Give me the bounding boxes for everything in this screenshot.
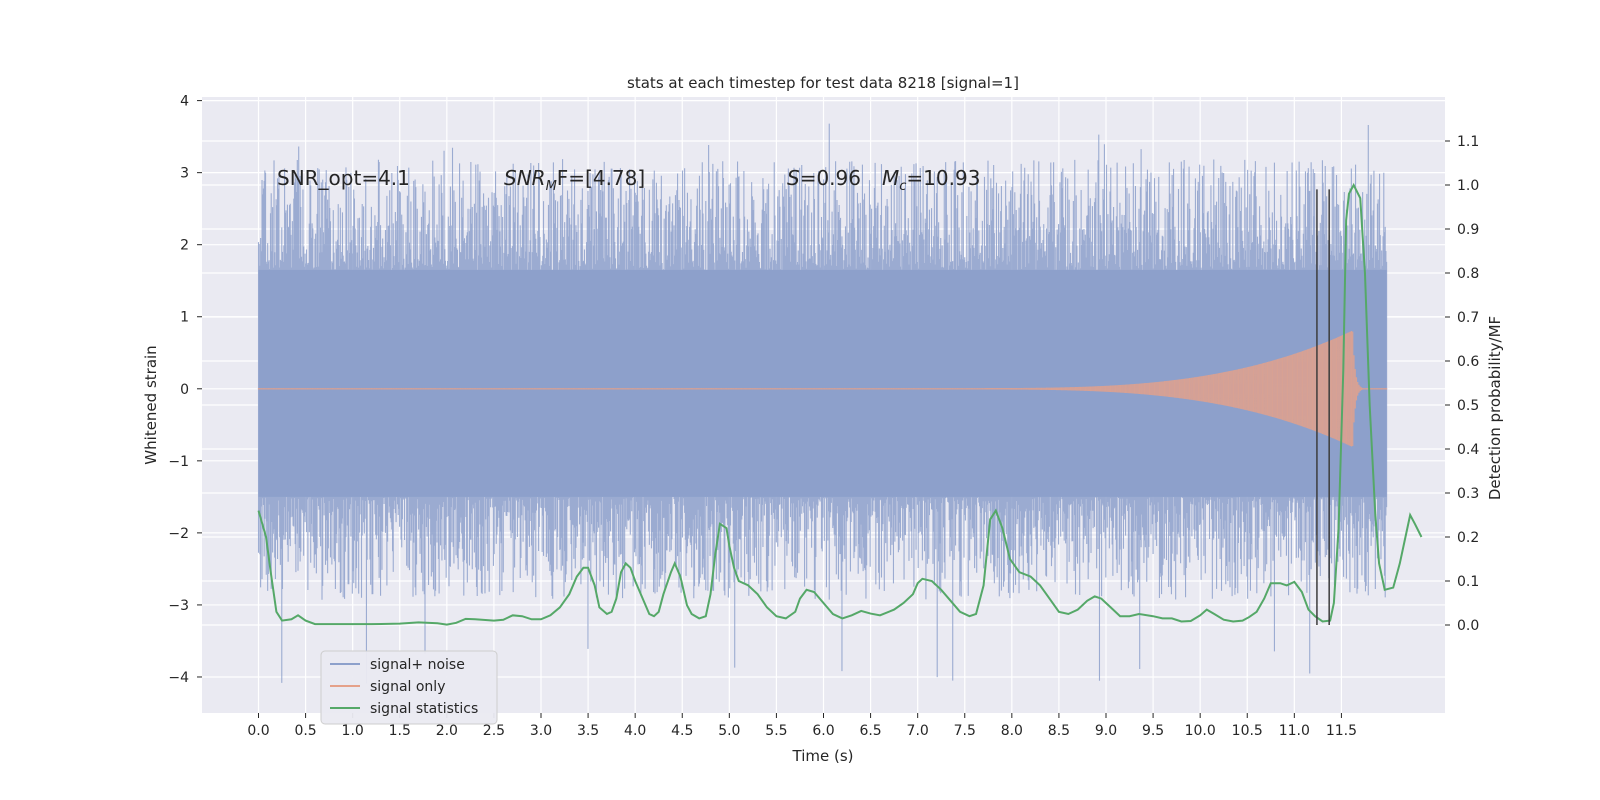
signal-only-trace	[257, 331, 1388, 447]
mc-annotation: Mc=10.93	[882, 166, 980, 194]
x-tick-label: 4.0	[624, 723, 646, 739]
legend-label-signal-noise: signal+ noise	[370, 657, 465, 673]
x-tick-label: 0.5	[294, 723, 316, 739]
left-tick-label: 0	[180, 382, 189, 398]
x-tick-label: 1.0	[342, 723, 364, 739]
left-tick-label: 4	[180, 94, 189, 110]
series-signal-only	[257, 331, 1388, 447]
right-tick-label: 1.1	[1457, 134, 1479, 150]
left-tick-label: −3	[168, 598, 189, 614]
s-annotation: S=0.96	[787, 166, 861, 190]
right-tick-label: 0.2	[1457, 530, 1479, 546]
x-tick-label: 10.5	[1232, 723, 1263, 739]
chart-title: stats at each timestep for test data 821…	[627, 74, 1019, 92]
snr-mf-sub: M	[546, 179, 557, 194]
x-tick-label: 10.0	[1185, 723, 1216, 739]
snr-mf-base: SNR	[504, 166, 546, 190]
legend-label-signal-statistics: signal statistics	[370, 701, 478, 717]
x-tick-label: 7.0	[907, 723, 929, 739]
x-tick-label: 4.5	[671, 723, 693, 739]
right-tick-label: 0.8	[1457, 266, 1479, 282]
x-tick-label: 8.5	[1048, 723, 1070, 739]
legend: signal+ noise signal only signal statist…	[320, 650, 498, 725]
x-tick-label: 9.0	[1095, 723, 1117, 739]
left-tick-label: 1	[180, 310, 189, 326]
x-tick-label: 6.5	[859, 723, 881, 739]
snr-mf-annotation: SNRMF=[4.78]	[504, 166, 645, 194]
legend-label-signal-only: signal only	[370, 679, 445, 695]
left-tick-label: −1	[168, 454, 189, 470]
left-tick-label: 2	[180, 238, 189, 254]
x-tick-label: 6.0	[812, 723, 834, 739]
right-tick-label: 0.6	[1457, 354, 1479, 370]
x-tick-label: 11.5	[1326, 723, 1357, 739]
x-tick-label: 3.5	[577, 723, 599, 739]
series-signal-statistics	[257, 182, 1423, 626]
right-axis-label: Detection probability/MF	[1486, 316, 1504, 500]
right-tick-label: 0.0	[1457, 618, 1479, 634]
x-tick-label: 2.5	[483, 723, 505, 739]
right-tick-label: 0.3	[1457, 486, 1479, 502]
snr-opt-annotation: SNR_opt=4.1	[277, 166, 410, 190]
x-tick-label: 11.0	[1279, 723, 1310, 739]
mc-sub: c	[899, 179, 906, 194]
mc-base: M	[882, 166, 899, 190]
mc-value: =10.93	[906, 166, 980, 190]
left-tick-label: 3	[180, 166, 189, 182]
s-value: =0.96	[800, 166, 861, 190]
left-tick-label: −2	[168, 526, 189, 542]
x-tick-label: 9.5	[1142, 723, 1164, 739]
right-tick-label: 0.5	[1457, 398, 1479, 414]
x-tick-label: 0.0	[247, 723, 269, 739]
detection-markers	[1316, 189, 1330, 625]
s-base: S	[787, 166, 800, 190]
left-axis-ticks: 4 3 2 1 0 −1 −2 −3 −4	[168, 94, 202, 686]
x-tick-label: 1.5	[389, 723, 411, 739]
x-tick-label: 5.5	[765, 723, 787, 739]
left-tick-label: −4	[168, 670, 189, 686]
x-tick-label: 8.0	[1001, 723, 1023, 739]
x-tick-label: 7.5	[954, 723, 976, 739]
right-tick-label: 0.4	[1457, 442, 1479, 458]
left-axis-label: Whitened strain	[142, 345, 160, 464]
right-axis-ticks: 1.1 1.0 0.9 0.8 0.7 0.6 0.5 0.4 0.3 0.2 0.1 0.0	[1445, 134, 1479, 634]
x-tick-label: 5.0	[718, 723, 740, 739]
snr-mf-rest: F=[4.78]	[557, 166, 645, 190]
right-tick-label: 0.9	[1457, 222, 1479, 238]
x-tick-label: 2.0	[436, 723, 458, 739]
right-tick-label: 1.0	[1457, 178, 1479, 194]
right-tick-label: 0.1	[1457, 574, 1479, 590]
x-axis-label: Time (s)	[792, 747, 854, 765]
x-tick-label: 3.0	[530, 723, 552, 739]
right-tick-label: 0.7	[1457, 310, 1479, 326]
legend-box	[320, 650, 498, 725]
x-axis-ticks: 0.0 0.5 1.0 1.5 2.0 2.5 3.0 3.5 4.0 4.5 5.0 5.5 6.0 6…	[247, 713, 1357, 739]
signal-statistics-line	[257, 182, 1423, 626]
